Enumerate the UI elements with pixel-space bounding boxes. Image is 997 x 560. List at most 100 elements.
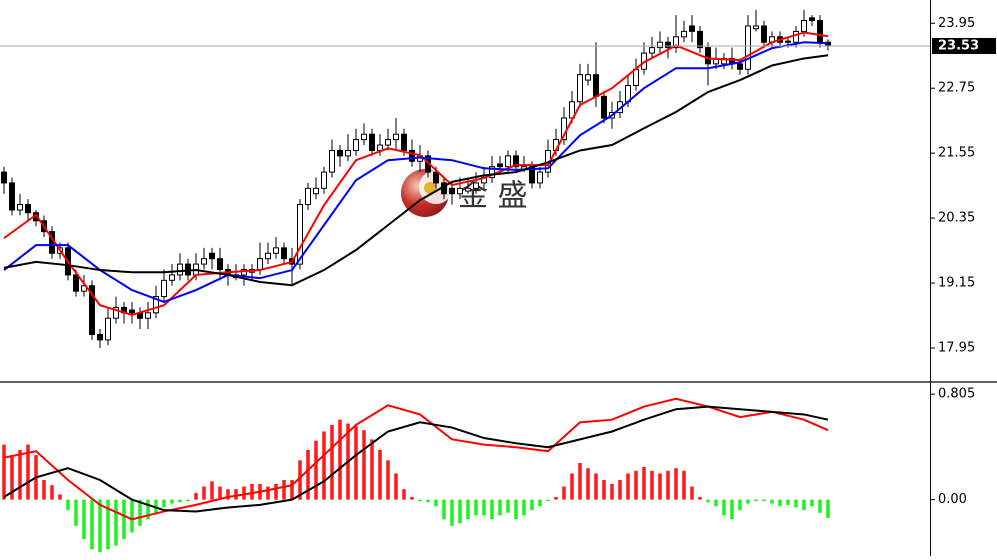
- candle-body: [161, 279, 167, 298]
- candle-body: [673, 36, 679, 49]
- histogram-bar: [362, 430, 366, 500]
- histogram-bar: [26, 444, 30, 500]
- histogram-bar: [634, 470, 638, 500]
- histogram-bar: [770, 499, 774, 504]
- candle-body: [473, 182, 479, 189]
- y-tick-label: 19.15: [938, 276, 975, 291]
- y-tick-label: 17.95: [938, 340, 975, 355]
- candle-body: [745, 25, 751, 70]
- histogram-bar: [58, 494, 62, 500]
- histogram-bar: [674, 468, 678, 500]
- histogram-bar: [458, 499, 462, 524]
- candle-body: [489, 166, 495, 179]
- histogram-bar: [146, 499, 150, 520]
- candle-body: [153, 296, 159, 314]
- histogram-bar: [338, 419, 342, 500]
- candle-body: [265, 252, 271, 260]
- histogram-bar: [570, 473, 574, 500]
- histogram-bar: [602, 479, 606, 500]
- histogram-bar: [658, 473, 662, 500]
- histogram-bar: [194, 493, 198, 500]
- y-tick-label: 23.95: [938, 16, 975, 31]
- histogram-bar: [754, 499, 758, 501]
- candle-body: [457, 187, 463, 195]
- histogram-bar: [210, 481, 214, 500]
- histogram-bar: [562, 486, 566, 500]
- histogram-bar: [106, 499, 110, 550]
- histogram-bar: [386, 460, 390, 500]
- histogram-bar: [802, 499, 806, 511]
- last-price-label: 23.53: [938, 39, 979, 54]
- candle-body: [9, 182, 15, 211]
- candle-body: [201, 258, 207, 265]
- candle-body: [257, 258, 263, 271]
- histogram-bar: [170, 499, 174, 504]
- histogram-bar: [282, 479, 286, 500]
- histogram-bar: [514, 499, 518, 520]
- histogram-bar: [522, 499, 526, 516]
- histogram-bar: [330, 424, 334, 500]
- histogram-bar: [706, 499, 710, 503]
- y-tick-label: 0.805: [938, 387, 975, 402]
- y-tick-label: 0.00: [938, 492, 967, 507]
- histogram-bar: [626, 473, 630, 500]
- histogram-bar: [122, 499, 126, 539]
- histogram-bar: [826, 499, 830, 518]
- candle-body: [217, 258, 223, 271]
- histogram-bar: [442, 499, 446, 520]
- y-tick-label: 20.35: [938, 211, 975, 226]
- candle-body: [793, 30, 799, 43]
- histogram-bar: [298, 460, 302, 500]
- histogram-bar: [450, 499, 454, 526]
- candle-body: [393, 133, 399, 141]
- histogram-bar: [114, 499, 118, 546]
- watermark-text: 金 盛: [458, 179, 528, 214]
- candle-body: [169, 274, 175, 281]
- candle-body: [89, 285, 95, 335]
- candle-body: [369, 133, 375, 151]
- histogram-bar: [578, 462, 582, 500]
- y-tick-label: 22.75: [938, 81, 975, 96]
- candle-body: [113, 306, 119, 319]
- histogram-bar: [482, 499, 486, 516]
- histogram-bar: [90, 499, 94, 550]
- histogram-bar: [138, 499, 142, 526]
- histogram-bar: [794, 499, 798, 508]
- candle-body: [705, 47, 711, 65]
- histogram-bar: [666, 470, 670, 500]
- candle-body: [177, 263, 183, 276]
- histogram-bar: [218, 486, 222, 500]
- line-series: [3, 41, 829, 304]
- histogram-bar: [746, 499, 750, 504]
- histogram-bar: [18, 449, 22, 500]
- candle-body: [697, 30, 703, 49]
- line-series: [3, 397, 829, 521]
- histogram-bar: [2, 444, 6, 500]
- histogram-bar: [650, 470, 654, 500]
- histogram-bar: [290, 479, 294, 500]
- histogram-bar: [234, 489, 238, 500]
- candle-body: [129, 309, 135, 314]
- histogram-bar: [530, 499, 534, 511]
- histogram-bar: [434, 499, 438, 507]
- line-series: [3, 31, 829, 317]
- candle-body: [433, 171, 439, 184]
- candle-body: [601, 95, 607, 119]
- candle-body: [281, 247, 287, 260]
- candle-body: [145, 312, 151, 319]
- last-price-box: [932, 38, 996, 55]
- candle-body: [385, 139, 391, 146]
- histogram-bar: [162, 499, 166, 508]
- candle-body: [513, 155, 519, 168]
- histogram-bar: [490, 499, 494, 520]
- candle-body: [689, 25, 695, 32]
- histogram-bar: [154, 499, 158, 513]
- histogram-bar: [690, 486, 694, 500]
- histogram-bar: [402, 489, 406, 500]
- histogram-bar: [130, 499, 134, 533]
- candle-body: [665, 41, 671, 49]
- candle-body: [361, 133, 367, 141]
- candle-body: [401, 133, 407, 151]
- histogram-bar: [226, 489, 230, 500]
